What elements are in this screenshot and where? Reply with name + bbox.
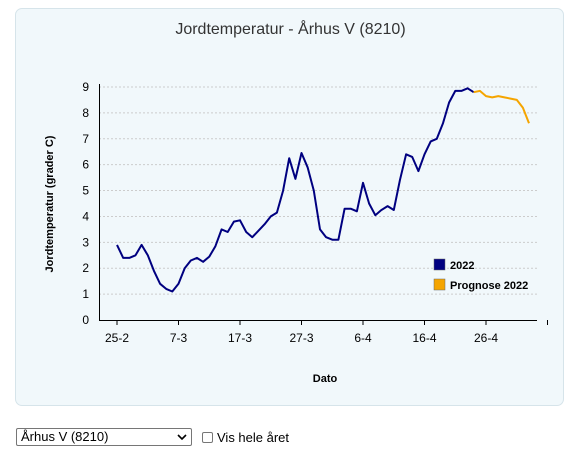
legend-swatch	[433, 258, 446, 271]
x-tick-label: 27-3	[289, 331, 313, 345]
x-tick-label: 7-3	[170, 331, 188, 345]
y-tick-label: 9	[82, 80, 89, 94]
y-tick-label: 7	[82, 132, 89, 146]
chart-title: Jordtemperatur - Århus V (8210)	[175, 21, 406, 38]
station-select-value: Århus V (8210)	[21, 429, 109, 444]
series-line-1	[473, 89, 530, 124]
x-tick-label: 16-4	[412, 331, 436, 345]
y-tick-label: 5	[82, 184, 89, 198]
legend-label: 2022	[450, 260, 474, 272]
series-line-0	[116, 87, 475, 293]
x-tick-label: 26-4	[474, 331, 498, 345]
y-tick-label: 3	[82, 235, 89, 249]
y-tick-label: 1	[82, 287, 89, 301]
x-tick-label: 6-4	[354, 331, 372, 345]
chart-panel: Jordtemperatur - Århus V (8210) 0 1 2 3 4 5 6 7…	[15, 8, 564, 406]
y-tick-label: 8	[82, 106, 89, 120]
legend-swatch	[433, 278, 446, 291]
controls-bar: Århus V (8210) Vis hele året	[16, 427, 289, 447]
y-tick-label: 4	[82, 209, 89, 223]
y-tick-label: 6	[82, 158, 89, 172]
show-whole-year-checkbox[interactable]	[202, 431, 213, 443]
y-tick-label: 2	[82, 261, 89, 275]
show-whole-year-label[interactable]: Vis hele året	[217, 429, 290, 445]
y-tick-label: 0	[82, 313, 89, 327]
x-tick-label: 25-2	[105, 331, 129, 345]
y-axis-label: Jordtemperatur (grader C)	[44, 135, 56, 272]
x-tick-label: 17-3	[228, 331, 252, 345]
legend-label: Prognose 2022	[450, 280, 528, 292]
chevron-down-icon	[177, 434, 187, 441]
station-select[interactable]: Århus V (8210)	[16, 428, 192, 446]
x-axis-label: Dato	[313, 373, 338, 385]
chart-plot: 0 1 2 3 4 5 6 7 8 9 25-2 7-3 17-3 27-3 6-4 16-4 26-4 202…	[44, 80, 548, 385]
